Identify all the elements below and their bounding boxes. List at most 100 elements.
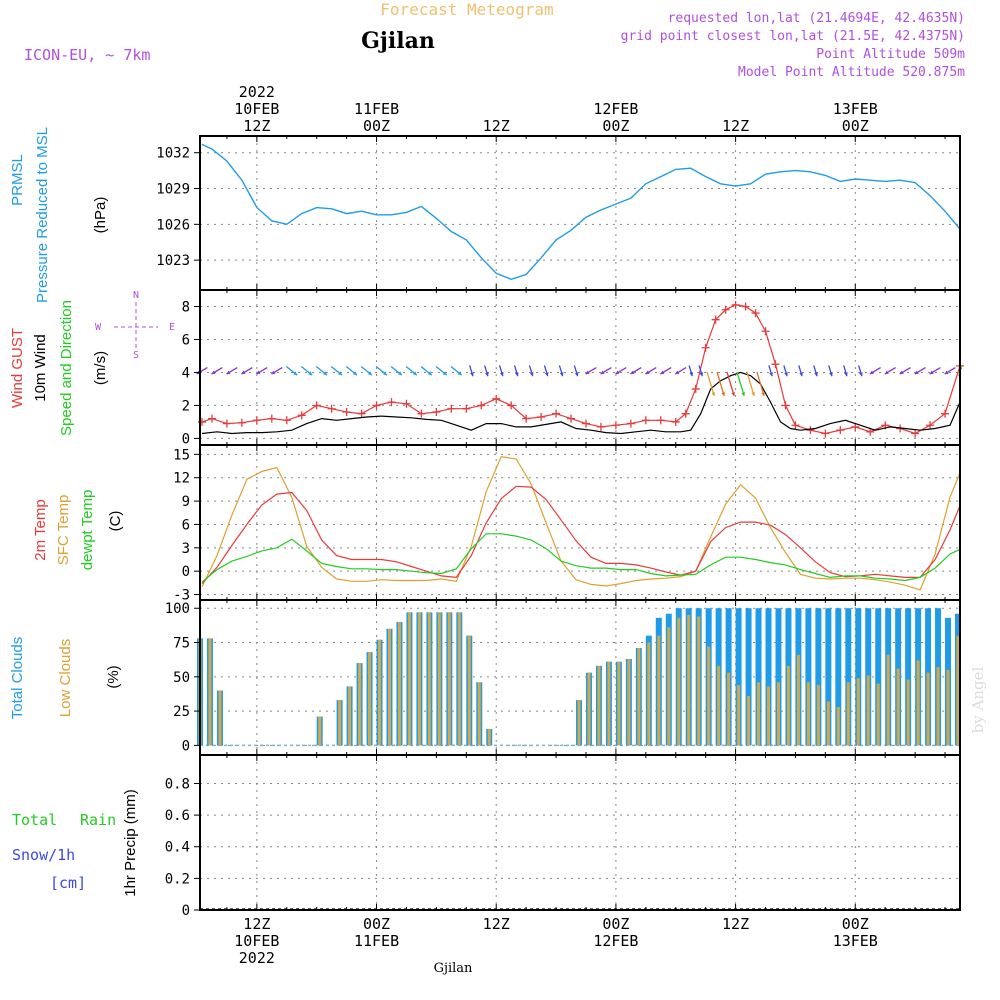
- total-cloud-bar: [825, 608, 832, 746]
- gust-marker: [761, 327, 770, 336]
- gust-marker: [537, 412, 546, 421]
- y-tick-label: 1023: [156, 253, 190, 269]
- gust-marker: [721, 305, 730, 314]
- total-cloud-bar: [855, 608, 862, 746]
- low-cloud-bar: [657, 635, 661, 746]
- wind-arrow-head: [751, 392, 755, 396]
- wind-arrow-head: [914, 370, 919, 375]
- wind-arrow-head: [323, 371, 328, 376]
- low-cloud-bar: [757, 682, 761, 746]
- wind-arrow-head: [271, 370, 276, 375]
- wind-arrow-head: [470, 372, 474, 377]
- compass-s: S: [133, 350, 139, 361]
- low-cloud-bar: [368, 652, 372, 746]
- gust-marker: [851, 422, 860, 431]
- gust-marker: [641, 416, 650, 425]
- wind-arrow-head: [226, 370, 231, 375]
- wind-arrow-head: [457, 371, 462, 376]
- low-cloud-bar: [727, 672, 731, 746]
- precip-total-label: Total: [12, 811, 57, 829]
- low-cloud-bar: [577, 700, 581, 746]
- y-tick-label: 0: [182, 564, 190, 580]
- gust-marker: [492, 394, 501, 403]
- temp-2m-line: [201, 485, 961, 585]
- total-clouds-label: Total Clouds: [9, 637, 26, 720]
- wind-arrow-head: [211, 370, 216, 375]
- model-altitude: Model Point Altitude 520.875m: [738, 65, 965, 80]
- y-tick-label: 1026: [156, 217, 190, 233]
- wind-arrow-head: [784, 372, 788, 377]
- axis-layer: 102310261029103202468-303691215025507510…: [156, 83, 946, 967]
- pressure-msl-label: Pressure Reduced to MSL: [34, 127, 51, 303]
- wind-arrow-head: [899, 370, 904, 375]
- wind-arrow-head: [844, 372, 848, 377]
- wind-arrow-head: [829, 372, 833, 377]
- series-layer: [196, 143, 964, 910]
- gust-marker: [791, 421, 800, 430]
- low-cloud-bar: [387, 628, 391, 746]
- time-label-top: 00Z: [363, 117, 390, 135]
- station-title: Gjilan: [361, 28, 435, 54]
- pressure-unit: (hPa): [92, 197, 109, 234]
- wind-arrow-head: [559, 372, 564, 377]
- y-tick-label: 12: [173, 471, 190, 487]
- low-cloud-bar: [826, 701, 830, 746]
- low-cloud-bar: [916, 660, 920, 746]
- temp-2m-label: 2m Temp: [32, 499, 49, 560]
- wind-arrow-head: [660, 370, 665, 375]
- time-label-bottom: 12Z: [722, 915, 749, 933]
- y-tick-label: 6: [182, 332, 190, 348]
- wind-arrow-head: [544, 372, 549, 377]
- gust-marker: [941, 409, 950, 418]
- low-cloud-bar: [338, 700, 342, 746]
- low-cloud-bar: [617, 661, 621, 746]
- low-cloud-bar: [796, 654, 800, 746]
- low-cloud-bar: [627, 658, 631, 746]
- footer-station: Gjilan: [434, 961, 473, 976]
- y-tick-label: 9: [182, 494, 190, 510]
- low-cloud-bar: [218, 690, 222, 746]
- y-tick-label: 15: [173, 447, 190, 463]
- y-tick-label: 75: [173, 636, 190, 652]
- precip-panel-frame: [199, 754, 961, 911]
- time-label-top: 12Z: [722, 117, 749, 135]
- cloud-unit: (%): [105, 665, 122, 688]
- low-cloud-bar: [487, 728, 491, 746]
- low-cloud-bar: [876, 683, 880, 746]
- y-tick-label: 0.8: [165, 776, 190, 792]
- wind-10m-label: 10m Wind: [32, 334, 49, 402]
- wind-arrow-head: [741, 392, 746, 396]
- y-tick-label: 100: [165, 601, 190, 617]
- wind-arrow-head: [256, 370, 261, 375]
- gust-marker: [781, 401, 790, 410]
- low-cloud-bar: [906, 679, 910, 746]
- low-cloud-bar: [747, 696, 751, 746]
- low-cloud-bar: [886, 654, 890, 746]
- grid-lines: [200, 136, 960, 911]
- gust-marker: [432, 408, 441, 417]
- low-cloud-bar: [687, 615, 691, 746]
- gust-marker: [926, 421, 935, 430]
- time-label-bottom: 13FEB: [833, 932, 878, 950]
- wind-arrow-head: [412, 371, 417, 376]
- wind-arrow-head: [499, 372, 504, 377]
- gust-marker: [681, 409, 690, 418]
- gust-marker: [207, 414, 216, 423]
- compass-e: E: [169, 322, 175, 333]
- time-label-bottom: 12Z: [483, 915, 510, 933]
- time-label-bottom: 12FEB: [593, 932, 638, 950]
- gust-marker: [387, 398, 396, 407]
- low-cloud-bar: [896, 668, 900, 746]
- total-cloud-bar: [755, 608, 762, 746]
- model-label: ICON-EU, ~ 7km: [24, 46, 150, 64]
- gust-marker: [252, 416, 261, 425]
- gust-marker: [462, 404, 471, 413]
- low-cloud-bar: [477, 682, 481, 746]
- wind-arrow-head: [382, 371, 387, 376]
- wind-arrow-head: [731, 392, 736, 396]
- low-cloud-bar: [737, 685, 741, 746]
- low-cloud-bar: [846, 682, 850, 746]
- low-cloud-bar: [766, 686, 770, 746]
- low-cloud-bar: [866, 675, 870, 746]
- gust-marker: [911, 429, 920, 438]
